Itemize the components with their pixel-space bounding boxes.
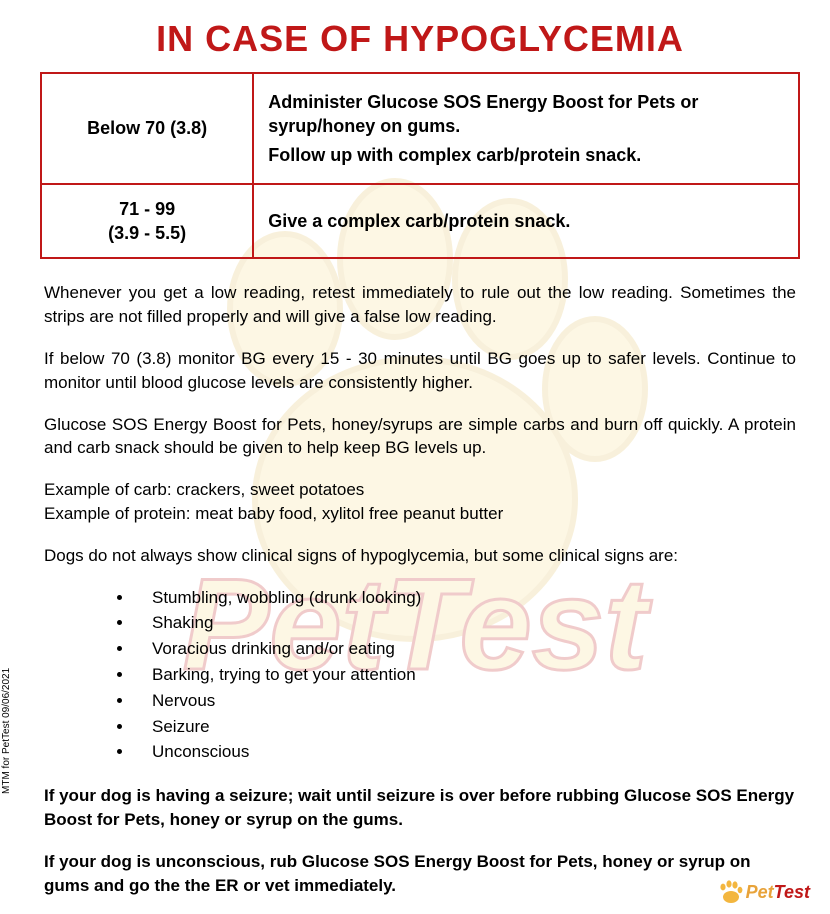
table-row: 71 - 99(3.9 - 5.5) Give a complex carb/p…: [41, 184, 799, 259]
range-cell: 71 - 99(3.9 - 5.5): [41, 184, 253, 259]
action-line: Give a complex carb/protein snack.: [268, 209, 784, 233]
paragraph: Example of carb: crackers, sweet potatoe…: [44, 478, 796, 526]
body-text: Whenever you get a low reading, retest i…: [40, 281, 800, 897]
list-item: Nervous: [134, 689, 796, 713]
range-cell: Below 70 (3.8): [41, 73, 253, 184]
list-item: Barking, trying to get your attention: [134, 663, 796, 687]
side-credit: MTM for PetTest 09/06/2021: [1, 668, 12, 794]
list-item: Stumbling, wobbling (drunk looking): [134, 586, 796, 610]
paragraph-bold: If your dog is having a seizure; wait un…: [44, 784, 796, 832]
paragraph-bold: If your dog is unconscious, rub Glucose …: [44, 850, 796, 898]
page-title: IN CASE OF HYPOGLYCEMIA: [40, 18, 800, 60]
list-item: Shaking: [134, 611, 796, 635]
list-item: Unconscious: [134, 740, 796, 764]
action-cell: Administer Glucose SOS Energy Boost for …: [253, 73, 799, 184]
list-item: Voracious drinking and/or eating: [134, 637, 796, 661]
action-line: Follow up with complex carb/protein snac…: [268, 143, 784, 167]
list-item: Seizure: [134, 715, 796, 739]
hypoglycemia-guide-table: Below 70 (3.8) Administer Glucose SOS En…: [40, 72, 800, 259]
paragraph: Dogs do not always show clinical signs o…: [44, 544, 796, 568]
paragraph: Glucose SOS Energy Boost for Pets, honey…: [44, 413, 796, 461]
action-line: Administer Glucose SOS Energy Boost for …: [268, 90, 784, 139]
action-cell: Give a complex carb/protein snack.: [253, 184, 799, 259]
paragraph: If below 70 (3.8) monitor BG every 15 - …: [44, 347, 796, 395]
table-row: Below 70 (3.8) Administer Glucose SOS En…: [41, 73, 799, 184]
clinical-signs-list: Stumbling, wobbling (drunk looking) Shak…: [134, 586, 796, 765]
paragraph: Whenever you get a low reading, retest i…: [44, 281, 796, 329]
